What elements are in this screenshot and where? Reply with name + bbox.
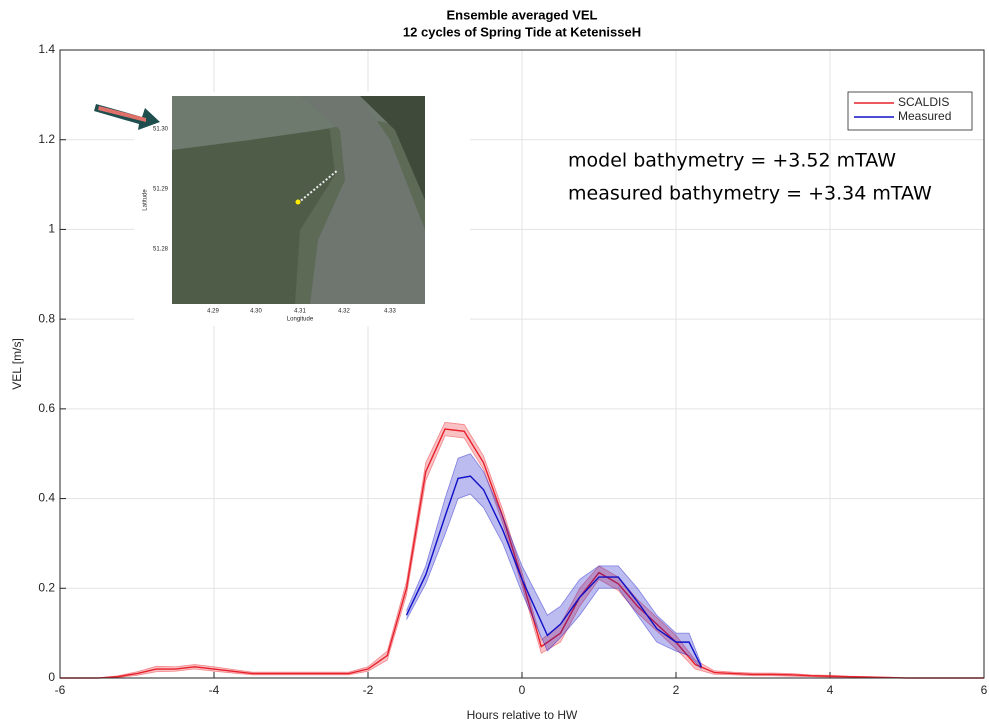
- inset-x-tick: 4.33: [384, 309, 396, 315]
- y-axis-label: VEL [m/s]: [10, 338, 24, 390]
- x-axis-label: Hours relative to HW: [467, 708, 578, 722]
- chart-title: Ensemble averaged VEL: [446, 7, 597, 22]
- y-tick-label: 0.2: [38, 580, 55, 594]
- legend-label: Measured: [898, 109, 951, 123]
- x-tick-label: 2: [673, 683, 680, 697]
- chart: Ensemble averaged VEL 12 cycles of Sprin…: [0, 0, 989, 726]
- y-tick-label: 1.4: [38, 42, 55, 56]
- y-tick-label: 1.2: [38, 132, 55, 146]
- y-tick-label: 0.6: [38, 401, 55, 415]
- y-tick-label: 1: [48, 222, 55, 236]
- inset-y-label: Latitude: [143, 189, 149, 211]
- chart-subtitle: 12 cycles of Spring Tide at KetenisseH: [403, 24, 641, 39]
- inset-marker: [296, 200, 301, 205]
- inset-x-label: Longitude: [287, 317, 314, 323]
- annotation: model bathymetry = +3.52 mTAW: [568, 150, 896, 172]
- inset-y-tick: 51.30: [153, 127, 169, 133]
- x-tick-label: 0: [519, 683, 526, 697]
- legend-label: SCALDIS: [898, 95, 949, 109]
- inset-x-tick: 4.30: [250, 309, 262, 315]
- x-tick-label: -6: [55, 683, 66, 697]
- inset-x-tick: 4.31: [294, 309, 306, 315]
- inset-x-tick: 4.29: [207, 309, 219, 315]
- y-tick-label: 0.8: [38, 311, 55, 325]
- annotation: measured bathymetry = +3.34 mTAW: [568, 183, 932, 205]
- y-tick-label: 0.4: [38, 491, 55, 505]
- x-tick-label: 4: [827, 683, 834, 697]
- x-tick-label: -4: [209, 683, 220, 697]
- inset-y-tick: 51.29: [153, 187, 169, 193]
- x-tick-label: 6: [981, 683, 988, 697]
- inset-x-tick: 4.32: [338, 309, 350, 315]
- x-tick-label: -2: [363, 683, 374, 697]
- y-tick-label: 0: [48, 670, 55, 684]
- inset-y-tick: 51.28: [153, 247, 169, 253]
- inset-map: 51.30 51.29 51.28 Latitude 4.29 4.30 4.3…: [134, 92, 470, 326]
